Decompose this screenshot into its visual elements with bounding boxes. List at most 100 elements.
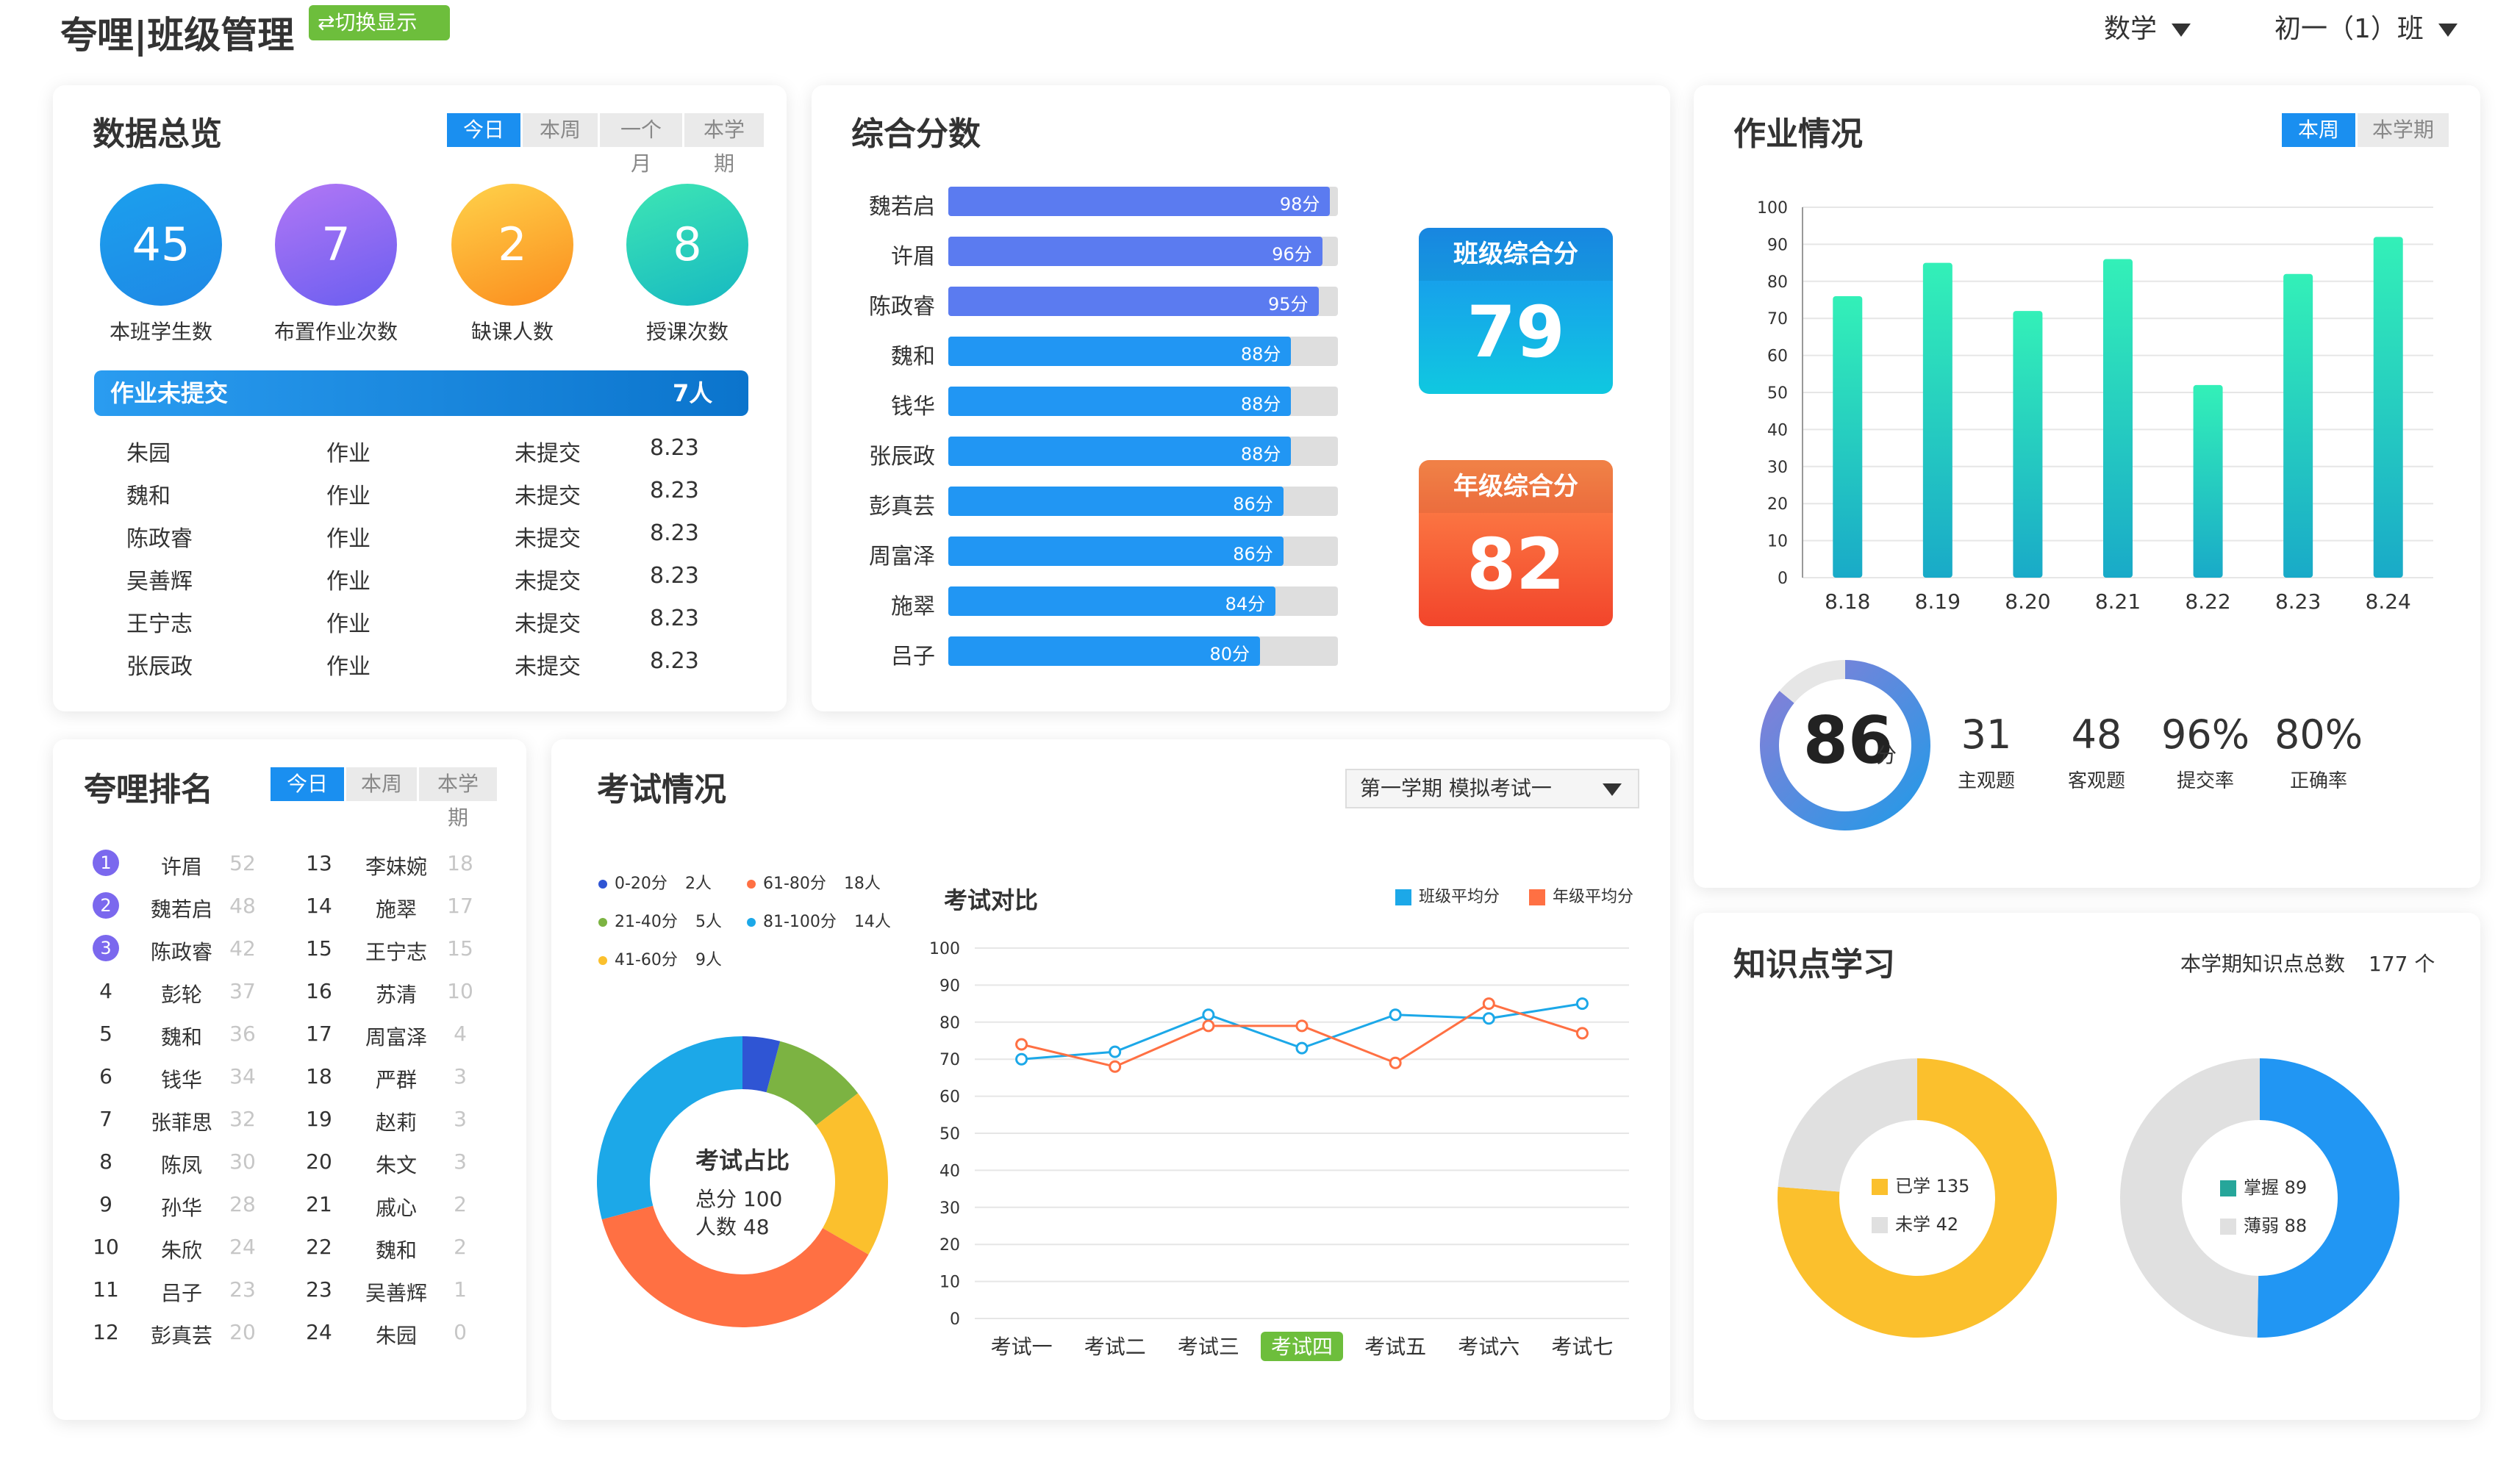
rank-number: 4 xyxy=(99,979,112,1003)
table-row: 吴善辉 作业 未提交 8.23 xyxy=(94,556,748,598)
rank-score: 32 xyxy=(229,1107,256,1131)
homework-stat-value: 31 xyxy=(1961,711,2012,758)
x-tick-label: 8.24 xyxy=(2366,589,2411,614)
tab-semester[interactable]: 本学期 xyxy=(2358,113,2449,147)
x-tick-label: 8.19 xyxy=(1915,589,1961,614)
weak-swatch xyxy=(2220,1219,2236,1235)
legend-count: 5人 xyxy=(695,913,722,931)
student-count-circle: 45 xyxy=(100,184,222,306)
status-cell: 未提交 xyxy=(515,611,581,637)
absent-count-circle: 2 xyxy=(451,184,573,306)
rank-badge: 2 xyxy=(93,892,119,919)
date-cell: 8.23 xyxy=(650,435,699,461)
homework-score-value: 86 xyxy=(1803,703,1894,778)
legend-range: 41-60分 xyxy=(615,951,678,969)
rank-number: 9 xyxy=(99,1192,112,1216)
overview-tabs: 今日 本周 一个月 本学期 xyxy=(447,113,764,176)
y-tick-label: 100 xyxy=(1757,199,1788,218)
rank-number: 17 xyxy=(306,1022,332,1046)
rank-student-name: 魏若启 xyxy=(150,897,212,922)
legend-dot xyxy=(747,880,756,889)
exam-legend-item: 61-80分 18人 xyxy=(747,870,881,894)
rank-number: 8 xyxy=(99,1149,112,1174)
bar-student-name: 钱华 xyxy=(891,394,935,420)
x-tick-label: 8.20 xyxy=(2005,589,2050,614)
homework-stat-value: 80% xyxy=(2274,711,2363,758)
rank-student-name: 施翠 xyxy=(375,897,417,922)
y-tick-label: 90 xyxy=(939,977,960,995)
rank-score: 1 xyxy=(454,1277,467,1302)
rank-score: 15 xyxy=(447,936,473,961)
exam-donut-total: 总分 100 xyxy=(695,1187,783,1211)
class-select[interactable]: 初一（1）班 xyxy=(2274,7,2458,46)
y-tick-label: 30 xyxy=(939,1199,960,1218)
tab-semester[interactable]: 本学期 xyxy=(419,767,497,830)
rank-score: 42 xyxy=(229,936,256,961)
mastered-legend: 掌握 89 xyxy=(2220,1173,2307,1199)
score-bar: 86分 xyxy=(948,537,1284,566)
weak-legend: 薄弱 88 xyxy=(2220,1211,2307,1237)
rank-number: 16 xyxy=(306,979,332,1003)
score-bar: 84分 xyxy=(948,586,1276,616)
class-legend-swatch xyxy=(1395,889,1411,905)
rank-badge: 1 xyxy=(93,850,119,876)
student-name-cell: 魏和 xyxy=(126,484,171,509)
homework-score-donut xyxy=(1760,660,1930,830)
bar-student-name: 施翠 xyxy=(891,594,935,620)
rank-student-name: 魏和 xyxy=(375,1238,417,1263)
date-cell: 8.23 xyxy=(650,478,699,503)
rank-number: 6 xyxy=(99,1064,112,1088)
ranking-title: 夸哩排名 xyxy=(84,771,213,808)
tab-week[interactable]: 本周 xyxy=(523,113,598,147)
x-tick-label: 考试四 xyxy=(1271,1335,1333,1359)
bar xyxy=(1922,262,1952,578)
score-bar-track: 98分 xyxy=(948,187,1338,216)
x-tick-label: 考试一 xyxy=(991,1335,1053,1359)
x-tick-label: 8.21 xyxy=(2095,589,2141,614)
subject-select[interactable]: 数学 xyxy=(2104,7,2191,46)
ranking-card: 夸哩排名 今日 本周 本学期 1 许眉 52 2 魏若启 48 3 陈政睿 42 4 彭轮 37 5 魏和… xyxy=(53,739,526,1420)
exam-select[interactable]: 第一学期 模拟考试一 xyxy=(1345,769,1639,808)
learned-slice xyxy=(1778,1058,2057,1338)
exam-donut-slice xyxy=(815,1093,888,1255)
x-tick-label: 考试六 xyxy=(1458,1335,1519,1359)
score-bar-track: 86分 xyxy=(948,537,1338,566)
score-bar-label: 88分 xyxy=(1240,444,1281,464)
rank-score: 24 xyxy=(229,1235,256,1259)
x-tick-label: 考试二 xyxy=(1084,1335,1146,1359)
type-cell: 作业 xyxy=(326,569,371,595)
rank-number: 15 xyxy=(306,936,332,961)
y-tick-label: 0 xyxy=(1778,570,1788,588)
score-bar: 95分 xyxy=(948,287,1319,316)
bar-student-name: 魏若启 xyxy=(869,194,935,220)
type-cell: 作业 xyxy=(326,526,371,552)
rank-score: 52 xyxy=(229,851,256,875)
rank-number: 14 xyxy=(306,894,332,918)
legend-range: 21-40分 xyxy=(615,913,678,931)
tab-today[interactable]: 今日 xyxy=(271,767,344,801)
bar xyxy=(2193,384,2223,578)
lesson-count-circle: 8 xyxy=(626,184,748,306)
legend-count: 2人 xyxy=(684,875,712,893)
stat-label: 本班学生数 xyxy=(109,320,212,344)
homework-stat-label: 客观题 xyxy=(2067,770,2125,792)
rank-student-name: 孙华 xyxy=(160,1196,202,1220)
unlearned-legend: 未学 42 xyxy=(1872,1210,1958,1235)
exam-donut-slice xyxy=(742,1036,781,1093)
rank-score: 3 xyxy=(454,1064,467,1088)
date-cell: 8.23 xyxy=(650,520,699,546)
score-bar-track: 86分 xyxy=(948,487,1338,516)
grade-legend-swatch xyxy=(1529,889,1545,905)
exam-donut-slice xyxy=(766,1041,859,1126)
tab-week[interactable]: 本周 xyxy=(346,767,417,801)
tab-today[interactable]: 今日 xyxy=(447,113,520,147)
rank-student-name: 王宁志 xyxy=(365,940,427,964)
tab-month[interactable]: 一个月 xyxy=(600,113,682,176)
rank-score: 36 xyxy=(229,1022,256,1046)
legend-dot xyxy=(598,956,607,965)
tab-week[interactable]: 本周 xyxy=(2282,113,2355,147)
tab-semester[interactable]: 本学期 xyxy=(684,113,764,176)
score-bar-label: 88分 xyxy=(1240,344,1281,365)
exam-legend-item: 41-60分 9人 xyxy=(598,947,722,970)
switch-display-button[interactable]: ⇄切换显示 xyxy=(309,5,450,40)
